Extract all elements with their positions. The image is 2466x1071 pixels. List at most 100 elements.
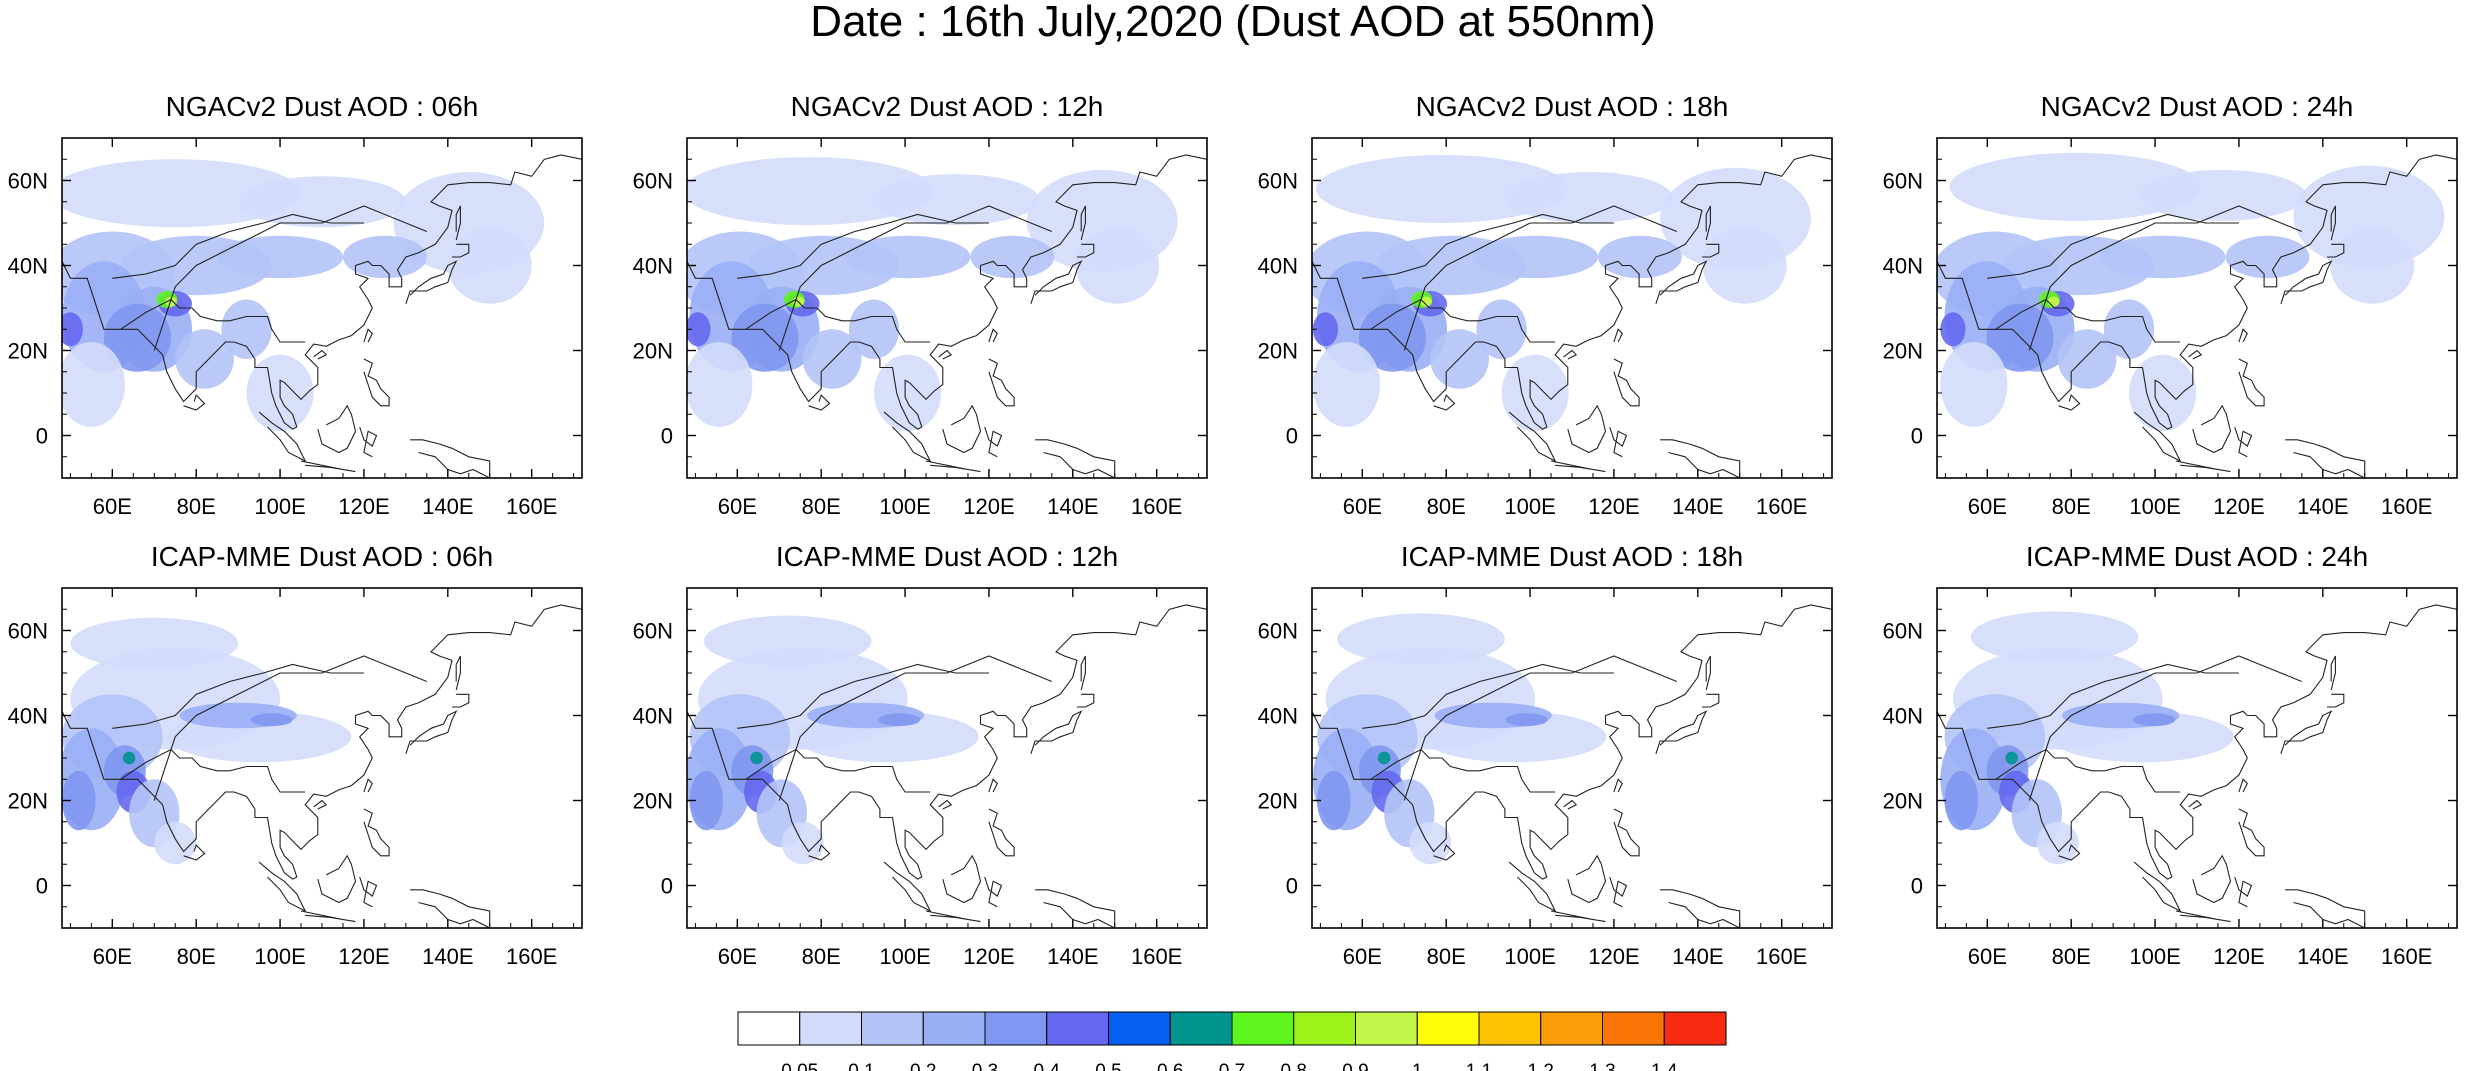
lat-tick-label: 60N (1883, 619, 1923, 644)
colorbar-swatch (1540, 1011, 1603, 1046)
coastline (2133, 861, 2182, 913)
coastline (1312, 604, 1832, 880)
coastline (183, 844, 206, 861)
coastline (1508, 411, 1557, 463)
coastline (1609, 876, 1628, 908)
lon-tick-label: 100E (879, 944, 930, 969)
coastline (938, 799, 953, 810)
coastline (808, 394, 831, 411)
lat-tick-label: 20N (633, 789, 673, 814)
dust-plume (2293, 165, 2445, 268)
dust-plume (1430, 329, 1489, 389)
colorbar-label: 1.4 (1651, 1061, 1678, 1071)
lat-tick-label: 60N (8, 619, 48, 644)
coastline (2327, 693, 2345, 708)
coastline (808, 844, 831, 861)
coastline (317, 854, 357, 904)
lat-tick-label: 40N (8, 704, 48, 729)
coastline (1403, 655, 1678, 801)
dust-plume (848, 299, 900, 359)
dust-plume (447, 227, 532, 304)
coastline (1370, 298, 1556, 343)
coastline (2234, 876, 2253, 908)
map-panel: 60E 80E 100E 120E 140E 160E 60N 40N 20N 0 (1258, 137, 1833, 519)
dust-plume (2057, 329, 2117, 389)
dust-plume (221, 299, 272, 359)
coastline (778, 205, 1053, 351)
dust-plume (1944, 770, 1979, 831)
dust-field (1312, 154, 1832, 478)
panel-title-icap-18h: ICAP-MME Dust AOD : 18h (1400, 541, 1744, 572)
figure-title: Date : 16th July,2020 (Dust AOD at 550nm… (810, 0, 1656, 46)
dust-plume (2129, 354, 2197, 432)
coastline (687, 154, 1207, 430)
panel-title-ngac-12h: NGACv2 Dust AOD : 12h (790, 91, 1104, 122)
dust-plume (62, 342, 125, 427)
map-panel: 60E 80E 100E 120E 140E 160E 60N 40N 20N 0 (8, 587, 583, 969)
coastline (1609, 426, 1628, 458)
dust-plume (1317, 770, 1351, 831)
coastline (1080, 655, 1086, 691)
colorbar-label: 0.6 (1157, 1061, 1183, 1071)
coastline (2188, 799, 2203, 810)
dust-field (687, 154, 1207, 478)
colorbar-swatch (799, 1011, 862, 1046)
coastline (988, 808, 1015, 857)
coastline (2327, 243, 2345, 258)
coastline (258, 861, 307, 913)
lat-tick-label: 40N (1258, 704, 1298, 729)
dust-plume (1472, 235, 1598, 279)
dust-field (62, 604, 582, 928)
dust-plume (122, 751, 136, 765)
coastline (112, 213, 364, 279)
coastline (1550, 910, 1606, 923)
coastline (2238, 808, 2265, 857)
dust-plume (2099, 235, 2226, 279)
lon-tick-label: 80E (1427, 944, 1466, 969)
colorbar-swatch (1478, 1011, 1542, 1046)
coastline (1035, 439, 1116, 478)
colorbar-label: 1.3 (1589, 1061, 1615, 1071)
coastline (1077, 243, 1095, 258)
coastline (153, 655, 428, 801)
dust-plume (687, 342, 753, 427)
coastline (363, 358, 390, 407)
coastline (1613, 358, 1640, 407)
lon-tick-label: 100E (2129, 494, 2180, 519)
dust-plume (1505, 713, 1548, 727)
coastline (1613, 808, 1640, 857)
dust-plume (2036, 821, 2079, 865)
colorbar-swatch (984, 1011, 1048, 1046)
coastline (2175, 910, 2231, 923)
dust-field (1937, 604, 2457, 928)
dust-plume (62, 770, 96, 831)
lon-tick-label: 120E (2213, 494, 2264, 519)
lon-tick-label: 60E (1968, 494, 2007, 519)
coastline (2028, 205, 2303, 351)
map-panel: 60E 80E 100E 120E 140E 160E 60N 40N 20N 0 (1883, 137, 2458, 519)
lon-tick-label: 160E (1756, 494, 1807, 519)
coastline (2028, 655, 2303, 801)
colorbar-label: 1.1 (1466, 1061, 1492, 1071)
coastline (737, 663, 989, 729)
colorbar-label: 0.4 (1034, 1061, 1061, 1071)
lon-tick-label: 80E (177, 494, 216, 519)
coastline (984, 426, 1003, 458)
coastline (1567, 404, 1607, 454)
coastline (1660, 889, 1741, 928)
dust-field (1937, 152, 2457, 478)
coastline (745, 748, 931, 793)
dust-plume (2133, 713, 2176, 727)
colorbar: 0.05 0.1 0.2 0.3 0.4 0.5 0.6 0.7 0.8 0.9 1 1.1 1.2 1.… (737, 1011, 1727, 1071)
panel-title-icap-06h: ICAP-MME Dust AOD : 06h (150, 541, 494, 572)
coastline (2238, 778, 2248, 793)
coastline (258, 411, 307, 463)
coastline (1362, 663, 1614, 729)
colorbar-swatch (1416, 1011, 1480, 1046)
dust-plume (1312, 342, 1380, 427)
dust-plume (1940, 342, 2008, 427)
dust-plume (342, 235, 427, 279)
dust-plume (2005, 751, 2018, 765)
coastline (2058, 844, 2081, 861)
dust-plume (844, 235, 971, 279)
